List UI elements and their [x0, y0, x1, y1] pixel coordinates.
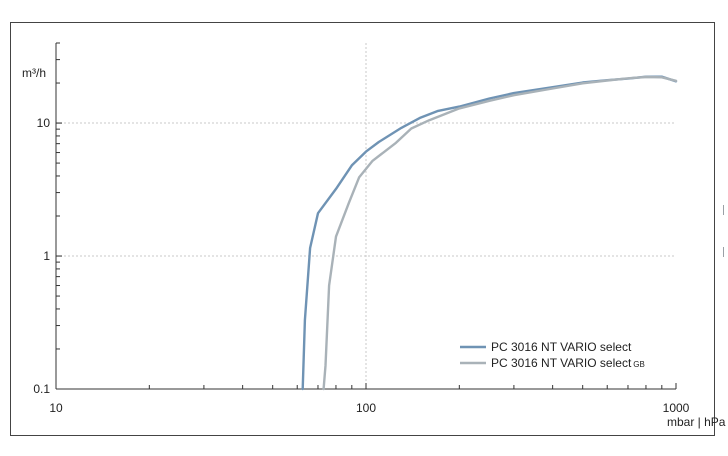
chart-frame [10, 22, 715, 436]
edge-mark [723, 205, 724, 215]
y-tick-label: 0.1 [33, 382, 50, 396]
legend: PC 3016 NT VARIO select PC 3016 NT VARIO… [460, 340, 645, 370]
legend-label: PC 3016 NT VARIO select [491, 340, 632, 354]
y-tick-label: 10 [37, 116, 51, 130]
series-group [301, 75, 678, 391]
legend-item: PC 3016 NT VARIO select [460, 340, 632, 354]
legend-item: PC 3016 NT VARIO select GB [460, 356, 645, 370]
legend-label-text: PC 3016 NT VARIO select [491, 356, 632, 370]
y-tick-label: 1 [43, 249, 50, 263]
y-axis-label: m³/h [22, 66, 46, 80]
edge-mark [723, 247, 724, 257]
x-tick-label: 100 [356, 401, 376, 415]
x-tick-label: 1000 [663, 401, 690, 415]
x-tick-label: 10 [49, 401, 63, 415]
legend-label: PC 3016 NT VARIO select GB [491, 356, 645, 370]
x-axis-label: mbar | hPa [667, 415, 726, 429]
ticks: 10 100 1000 0.1 1 10 [33, 42, 690, 415]
series-line [322, 75, 678, 391]
grid [56, 43, 676, 389]
legend-label-suffix: GB [633, 360, 645, 369]
